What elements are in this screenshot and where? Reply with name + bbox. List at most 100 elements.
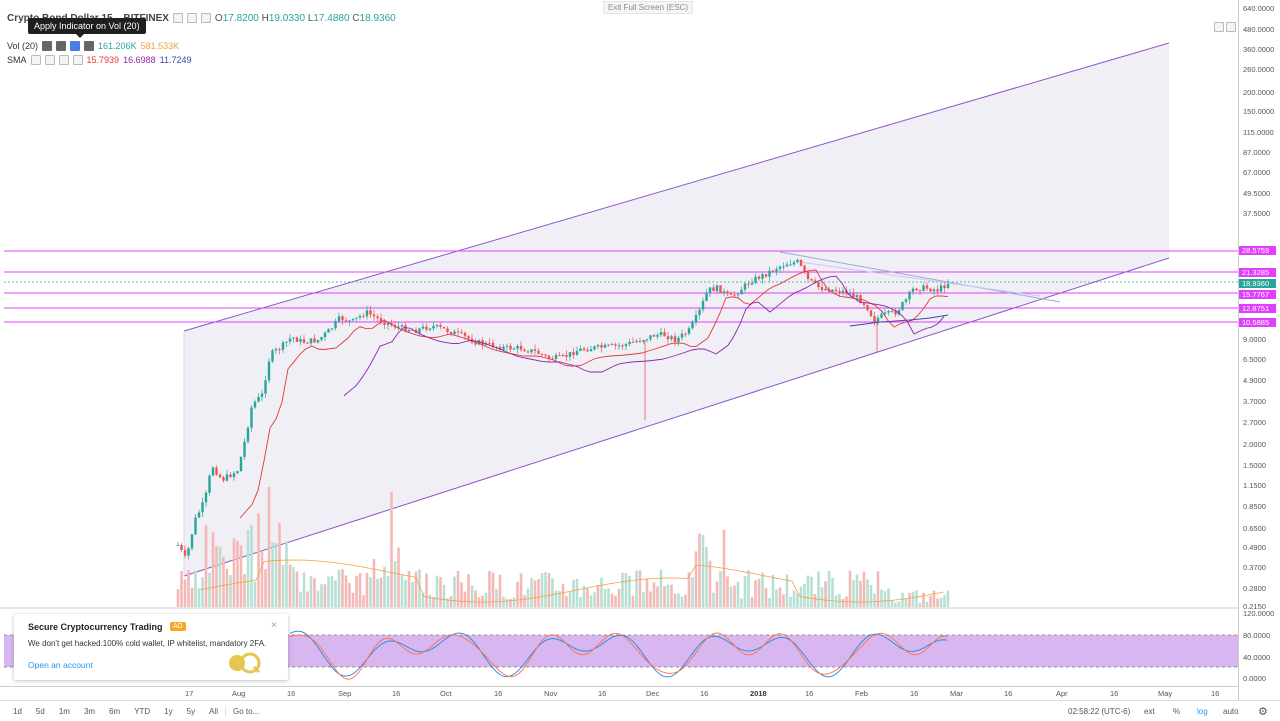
price-tick-label: 0.2800 [1243, 584, 1266, 593]
range-button-1y[interactable]: 1y [164, 706, 173, 716]
candle-body [271, 350, 274, 362]
volume-bar [467, 573, 470, 607]
range-button-ytd[interactable]: YTD [134, 706, 151, 716]
candle-body [229, 474, 232, 477]
ad-close-button[interactable]: × [271, 620, 277, 631]
candle-body [652, 335, 656, 337]
ext-toggle[interactable]: ext [1144, 706, 1155, 716]
candle-body [848, 293, 852, 295]
candle-body [904, 299, 908, 302]
volume-bar [862, 571, 866, 607]
candle-body [600, 344, 603, 348]
candle-body [614, 344, 617, 346]
candle-body [397, 326, 400, 328]
volume-bar [407, 570, 411, 607]
vol-label[interactable]: Vol (20) [7, 41, 39, 51]
volume-bar [918, 602, 922, 607]
add-indicator-icon[interactable] [58, 55, 69, 65]
candle-body [572, 352, 575, 356]
more-icon[interactable] [200, 13, 211, 23]
volume-bar [516, 581, 519, 607]
price-tick-label: 480.0000 [1243, 25, 1275, 34]
volume-bar [827, 570, 831, 607]
range-button-1m[interactable]: 1m [58, 706, 70, 716]
candle-body [873, 316, 876, 322]
volume-bar [796, 593, 799, 607]
volume-bar [775, 589, 778, 607]
time-tick-label: Apr [1056, 689, 1068, 698]
eye-icon[interactable] [42, 41, 53, 51]
volume-bar [435, 575, 439, 607]
candle-body [505, 345, 509, 347]
volume-bar [400, 574, 404, 607]
candle-body [775, 269, 778, 272]
candle-body [810, 279, 813, 281]
price-tick-label: 0.3700 [1243, 563, 1266, 572]
settings-icon[interactable] [56, 41, 67, 51]
volume-bar [838, 593, 841, 607]
candle-body [428, 328, 432, 330]
range-button-1d[interactable]: 1d [13, 706, 22, 716]
volume-bar [831, 577, 834, 607]
time-tick-label: 16 [910, 689, 919, 698]
exit-fullscreen-button[interactable]: Exit Full Screen (ESC) [603, 1, 694, 14]
candle-body [540, 353, 544, 355]
candle-body [369, 310, 372, 315]
time-tick-label: Oct [440, 689, 452, 698]
time-axis[interactable]: 17 Aug 16 Sep 16 Oct 16 Nov 16 Dec 16 2018 16 Feb 16 Ma… [0, 686, 1238, 701]
volume-bar [614, 595, 617, 607]
candle-body [565, 355, 568, 357]
candle-body [813, 280, 817, 283]
trend-line [799, 261, 1041, 297]
add-indicator-icon[interactable] [70, 41, 81, 51]
candle-body [239, 456, 243, 472]
sma-value-1: 15.7939 [86, 55, 120, 65]
settings-icon[interactable] [44, 55, 55, 65]
sma-label[interactable]: SMA [7, 55, 27, 65]
volume-bar [719, 570, 722, 607]
candle-body [516, 345, 519, 349]
open-account-link[interactable]: Open an account [28, 660, 93, 670]
close-icon[interactable] [72, 55, 83, 65]
volume-bar [208, 572, 211, 607]
range-button-3m[interactable]: 3m [83, 706, 96, 716]
volume-bar [708, 560, 712, 607]
candle-body [362, 315, 365, 317]
auto-toggle[interactable]: auto [1223, 706, 1239, 716]
range-button-6m[interactable]: 6m [109, 706, 121, 716]
candle-body [355, 317, 358, 319]
candle-body [876, 317, 880, 322]
candle-body [285, 341, 288, 343]
candle-body [323, 332, 327, 338]
candle-body [302, 339, 306, 343]
settings-icon[interactable] [186, 13, 197, 23]
volume-bar [278, 522, 281, 607]
log-toggle[interactable]: log [1197, 706, 1208, 716]
range-button-5y[interactable]: 5y [186, 706, 196, 716]
candle-body [785, 264, 789, 267]
range-button-all[interactable]: All [209, 706, 218, 716]
candle-body [467, 336, 470, 339]
candle-body [628, 341, 631, 345]
volume-bar [715, 581, 719, 607]
volume-bar [568, 592, 572, 607]
candle-body [645, 339, 649, 341]
close-icon[interactable] [84, 41, 95, 51]
chart-area[interactable] [0, 0, 1238, 700]
time-tick-label: 16 [700, 689, 709, 698]
collapse-pane-icon[interactable] [1226, 22, 1236, 32]
volume-bar [236, 540, 239, 607]
price-tick-label: 360.0000 [1243, 45, 1275, 54]
price-chart[interactable] [0, 0, 1238, 700]
goto-button[interactable]: Go to... [224, 706, 266, 716]
price-tick-label: 0.4900 [1243, 543, 1266, 552]
range-button-5d[interactable]: 5d [35, 706, 45, 716]
maximize-pane-icon[interactable] [1214, 22, 1224, 32]
candle-body [267, 361, 271, 381]
volume-bar [369, 577, 372, 607]
eye-icon[interactable] [172, 13, 183, 23]
gear-icon[interactable]: ⚙ [1258, 705, 1268, 718]
percent-toggle[interactable]: % [1173, 706, 1181, 716]
eye-icon[interactable] [30, 55, 41, 65]
price-axis[interactable]: 640.0000 480.0000 360.0000 260.0000 200.0000… [1238, 0, 1280, 700]
